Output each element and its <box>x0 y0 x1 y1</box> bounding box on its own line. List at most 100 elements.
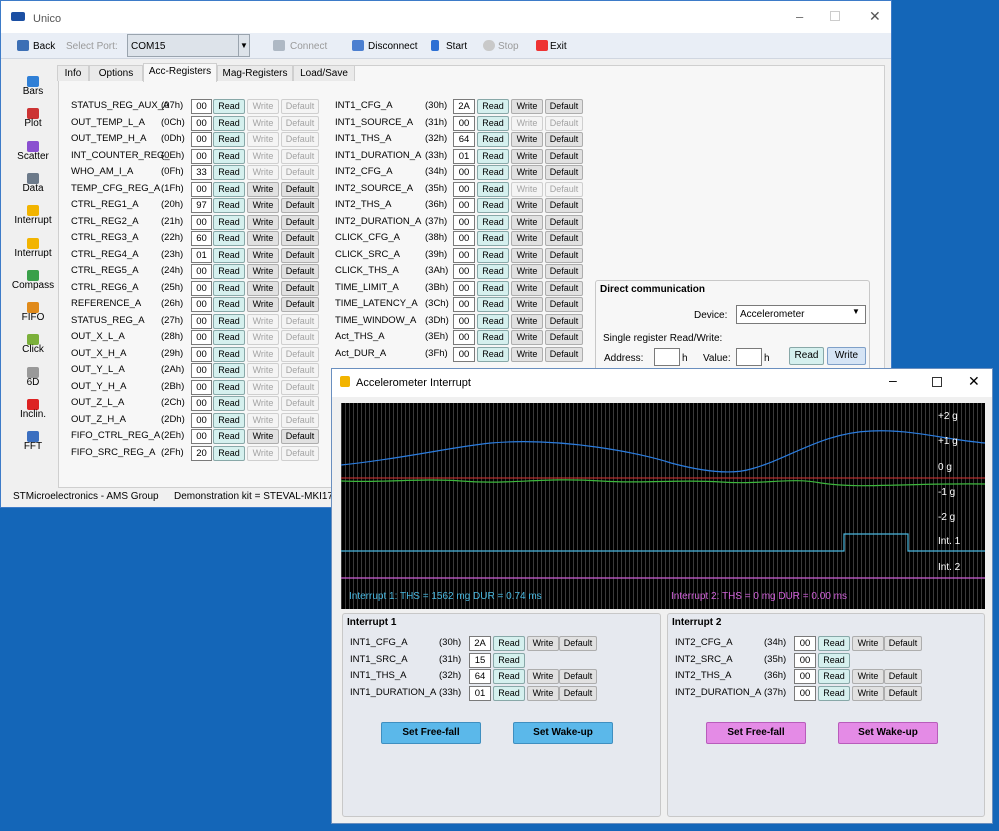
register-value[interactable]: 00 <box>453 346 475 362</box>
write-button[interactable]: Write <box>247 264 279 279</box>
register-value[interactable]: 15 <box>469 652 491 668</box>
read-button[interactable]: Read <box>477 148 509 164</box>
register-value[interactable]: 64 <box>469 669 491 684</box>
tab[interactable]: Mag-Registers <box>217 65 293 81</box>
read-button[interactable]: Read <box>477 247 509 263</box>
default-button[interactable]: Default <box>545 247 583 263</box>
close[interactable]: ✕ <box>869 8 881 24</box>
toolbar-start[interactable]: Start <box>446 41 468 52</box>
write-button[interactable]: Write <box>247 429 279 444</box>
read-button[interactable]: Read <box>493 652 525 668</box>
write-button[interactable]: Write <box>511 99 543 114</box>
write-button[interactable]: Write <box>527 636 559 651</box>
read-button[interactable]: Read <box>213 280 245 296</box>
register-value[interactable]: 00 <box>191 214 212 230</box>
register-value[interactable]: 00 <box>453 115 475 131</box>
read-button[interactable]: Read <box>213 165 245 180</box>
tab[interactable]: Info <box>57 65 89 81</box>
default-button[interactable]: Default <box>884 636 922 651</box>
read-button[interactable]: Read <box>213 148 245 164</box>
default-button[interactable]: Default <box>545 231 583 246</box>
default-button[interactable]: Default <box>545 132 583 147</box>
write-button[interactable]: Write <box>527 685 559 701</box>
write-button[interactable]: Write <box>511 264 543 279</box>
read-button[interactable]: Read <box>477 115 509 131</box>
read-button[interactable]: Read <box>213 115 245 131</box>
register-value[interactable]: 2A <box>469 636 491 651</box>
register-value[interactable]: 00 <box>191 313 212 329</box>
register-value[interactable]: 00 <box>191 330 212 345</box>
read-button[interactable]: Read <box>477 330 509 345</box>
read-button[interactable]: Read <box>213 132 245 147</box>
default-button[interactable]: Default <box>545 214 583 230</box>
default-button[interactable]: Default <box>281 214 319 230</box>
register-value[interactable]: 00 <box>453 330 475 345</box>
read-button[interactable]: Read <box>818 669 850 684</box>
write-button[interactable]: Write <box>527 669 559 684</box>
read-button[interactable]: Read <box>818 636 850 651</box>
register-value[interactable]: 00 <box>191 181 212 197</box>
read-button[interactable]: Read <box>818 685 850 701</box>
register-value[interactable]: 00 <box>191 412 212 428</box>
sidebar-item[interactable]: 6D <box>26 376 40 388</box>
device-combo[interactable]: Accelerometer <box>736 305 866 324</box>
address-input[interactable] <box>654 348 680 366</box>
port-value[interactable]: COM15 <box>131 41 166 52</box>
default-button[interactable]: Default <box>559 669 597 684</box>
default-button[interactable]: Default <box>545 280 583 296</box>
combo-arrow[interactable]: ▼ <box>852 307 860 316</box>
read-button[interactable]: Read <box>213 214 245 230</box>
read-button[interactable]: Read <box>213 379 245 395</box>
write-button[interactable]: Write <box>852 636 884 651</box>
register-value[interactable]: 00 <box>453 297 475 312</box>
default-button[interactable]: Default <box>545 198 583 213</box>
sidebar-item[interactable]: Interrupt <box>14 215 52 227</box>
set-wake-up-button[interactable]: Set Wake-up <box>513 722 613 744</box>
sidebar-item[interactable]: FIFO <box>21 312 45 324</box>
write-button[interactable]: Write <box>247 198 279 213</box>
write-button[interactable]: Write <box>511 280 543 296</box>
default-button[interactable]: Default <box>545 346 583 362</box>
default-button[interactable]: Default <box>281 297 319 312</box>
write-button[interactable]: Write <box>247 214 279 230</box>
default-button[interactable]: Default <box>281 181 319 197</box>
write-button[interactable]: Write <box>511 231 543 246</box>
default-button[interactable]: Default <box>545 99 583 114</box>
default-button[interactable]: Default <box>545 330 583 345</box>
read-button[interactable]: Read <box>213 396 245 411</box>
read-button[interactable]: Read <box>477 346 509 362</box>
read-button[interactable]: Read <box>213 297 245 312</box>
sidebar-item[interactable]: FFT <box>23 441 43 453</box>
write-button[interactable]: Write <box>511 214 543 230</box>
port-combo[interactable] <box>127 34 250 57</box>
read-button[interactable]: Read <box>477 132 509 147</box>
toolbar-exit[interactable]: Exit <box>550 41 567 52</box>
register-value[interactable]: 00 <box>191 115 212 131</box>
read-button[interactable]: Read <box>213 313 245 329</box>
sidebar-item[interactable]: Bars <box>22 86 44 97</box>
read-button[interactable]: Read <box>477 165 509 180</box>
write-button[interactable]: Write <box>247 280 279 296</box>
default-button[interactable]: Default <box>884 669 922 684</box>
default-button[interactable]: Default <box>545 148 583 164</box>
write-button[interactable]: Write <box>511 330 543 345</box>
register-value[interactable]: 00 <box>453 214 475 230</box>
write-button[interactable]: Write <box>511 313 543 329</box>
read-button[interactable]: Read <box>213 99 245 114</box>
write-button[interactable]: Write <box>511 132 543 147</box>
read-button[interactable]: Read <box>477 198 509 213</box>
tab[interactable]: Acc-Registers <box>143 63 217 82</box>
read-button[interactable]: Read <box>213 445 245 461</box>
value-input[interactable] <box>736 348 762 366</box>
write-button[interactable]: Write <box>247 181 279 197</box>
write-button[interactable]: Write <box>852 685 884 701</box>
register-value[interactable]: 00 <box>453 264 475 279</box>
register-value[interactable]: 01 <box>191 247 212 263</box>
sidebar-item[interactable]: Scatter <box>17 150 49 162</box>
read-button[interactable]: Read <box>213 264 245 279</box>
register-value[interactable]: 00 <box>191 297 212 312</box>
write-button[interactable]: Write <box>511 198 543 213</box>
read-button[interactable]: Read <box>477 214 509 230</box>
sidebar-item[interactable]: Plot <box>24 118 42 130</box>
write-button[interactable]: Write <box>852 669 884 684</box>
